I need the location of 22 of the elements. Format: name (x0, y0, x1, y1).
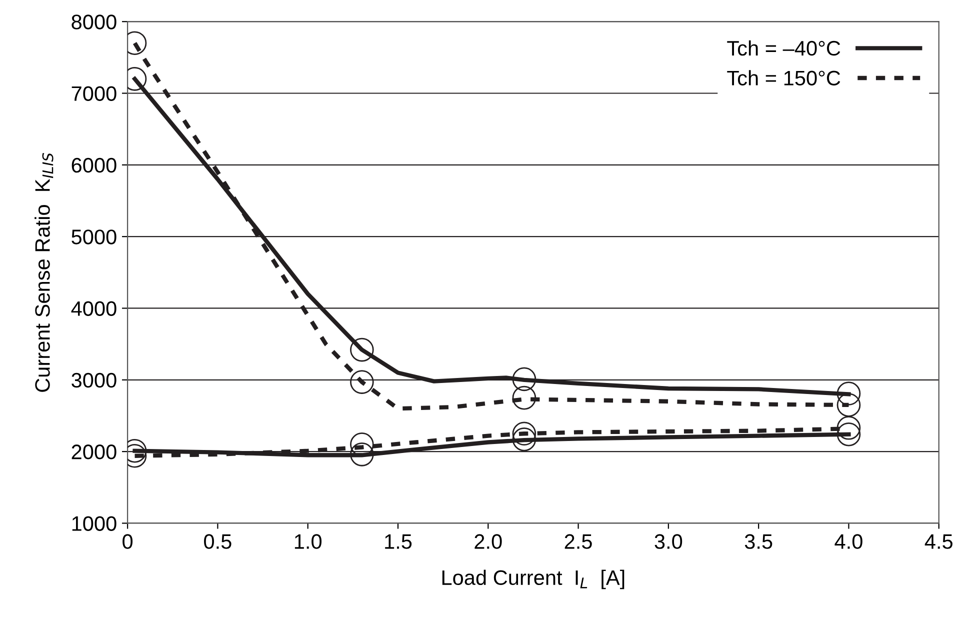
y-tick-label: 5000 (72, 230, 116, 244)
y-axis-title: Current Sense Ratio K$_{ILIS}$ (34, 152, 54, 392)
x-tick-label: 4.5 (924, 534, 952, 549)
x-tick-label: 3.0 (654, 534, 682, 549)
y-tick-label: 2000 (72, 444, 116, 460)
y-tick-label: 3000 (72, 372, 116, 388)
x-tick-label: 1.0 (294, 534, 322, 549)
x-tick-label: 0 (122, 534, 133, 549)
y-tick-label: 8000 (72, 14, 116, 30)
y-tick-label: 4000 (71, 301, 116, 316)
x-tick-label: 4.0 (834, 534, 862, 549)
x-tick-label: 3.5 (744, 534, 772, 549)
x-tick-label: 0.5 (204, 534, 232, 549)
x-axis-title: Load Current I$_{L}$ [A] (442, 570, 624, 590)
legend-label: Tch = –40°C (727, 40, 840, 56)
x-tick-label: 2.5 (564, 534, 592, 549)
x-tick-label: 2.0 (474, 534, 502, 549)
y-tick-label: 6000 (72, 158, 116, 173)
legend-label: Tch = 150°C (727, 70, 840, 86)
y-tick-label: 1000 (72, 516, 116, 531)
x-tick-label: 1.5 (385, 534, 412, 549)
y-tick-label: 7000 (72, 86, 116, 102)
